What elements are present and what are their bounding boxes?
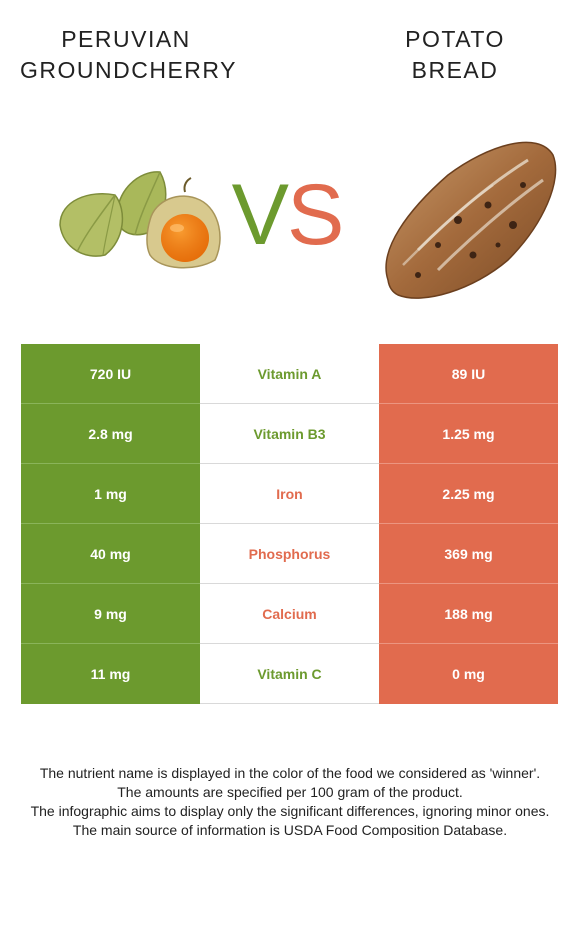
table-row: 1 mg Iron 2.25 mg — [21, 464, 558, 524]
nutrient-name: Phosphorus — [200, 524, 379, 584]
left-value: 720 IU — [21, 344, 200, 404]
left-food-title-line2: GROUNDCHERRY — [20, 57, 237, 83]
right-food-title-line2: BREAD — [411, 57, 499, 83]
table-row: 11 mg Vitamin C 0 mg — [21, 644, 558, 704]
left-value: 40 mg — [21, 524, 200, 584]
right-food-title-line1: POTATO — [405, 26, 505, 52]
footer-line: The infographic aims to display only the… — [30, 803, 550, 819]
nutrient-name: Vitamin C — [200, 644, 379, 704]
vs-label: VS — [222, 165, 352, 265]
footer-line: The nutrient name is displayed in the co… — [39, 765, 541, 781]
right-value: 369 mg — [379, 524, 558, 584]
nutrient-name: Calcium — [200, 584, 379, 644]
nutrient-name: Vitamin A — [200, 344, 379, 404]
nutrient-name: Vitamin B3 — [200, 404, 379, 464]
left-food-title: PERUVIAN GROUNDCHERRY — [20, 24, 237, 86]
left-value: 9 mg — [21, 584, 200, 644]
footer-line: The main source of information is USDA F… — [72, 822, 508, 838]
left-value: 2.8 mg — [21, 404, 200, 464]
footer-line: The amounts are specified per 100 gram o… — [117, 784, 463, 800]
vs-v: V — [231, 167, 289, 263]
groundcherry-image — [59, 171, 221, 269]
right-food-title: POTATO BREAD — [355, 24, 555, 86]
table-row: 40 mg Phosphorus 369 mg — [21, 524, 558, 584]
right-value: 2.25 mg — [379, 464, 558, 524]
left-food-title-line1: PERUVIAN — [61, 26, 191, 52]
footer-notes: The nutrient name is displayed in the co… — [20, 764, 560, 840]
table-row: 720 IU Vitamin A 89 IU — [21, 344, 558, 404]
potato-bread-image — [385, 141, 557, 299]
right-value: 0 mg — [379, 644, 558, 704]
right-value: 188 mg — [379, 584, 558, 644]
nutrient-name: Iron — [200, 464, 379, 524]
left-value: 11 mg — [21, 644, 200, 704]
table-row: 9 mg Calcium 188 mg — [21, 584, 558, 644]
right-value: 89 IU — [379, 344, 558, 404]
nutrient-comparison-table: 720 IU Vitamin A 89 IU 2.8 mg Vitamin B3… — [21, 344, 558, 704]
left-value: 1 mg — [21, 464, 200, 524]
table-row: 2.8 mg Vitamin B3 1.25 mg — [21, 404, 558, 464]
vs-s: S — [287, 167, 344, 263]
right-value: 1.25 mg — [379, 404, 558, 464]
